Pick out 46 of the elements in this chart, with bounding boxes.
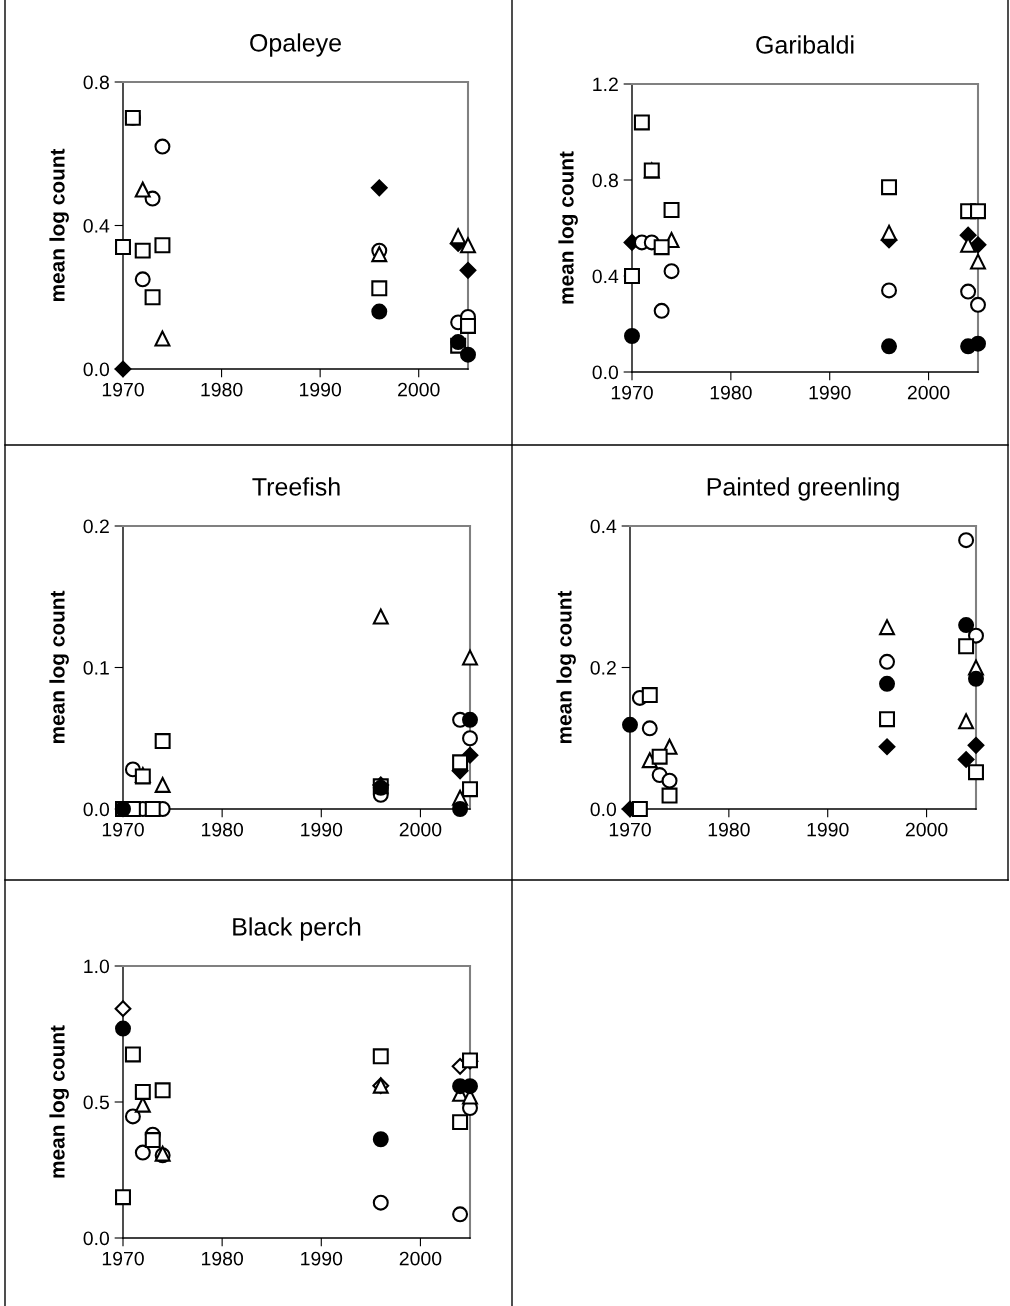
- y-axis-title: mean log count: [49, 590, 69, 744]
- y-tick-label: 0.2: [83, 519, 109, 534]
- y-tick-label: 0.0: [83, 362, 110, 377]
- x-tick-label: 1980: [201, 382, 243, 397]
- chart-title: Painted greenling: [707, 477, 899, 501]
- x-tick-label: 1970: [102, 1251, 144, 1266]
- y-axis-title: mean log count: [556, 590, 576, 744]
- x-tick-label: 1990: [300, 382, 342, 397]
- x-tick-label: 1970: [102, 382, 144, 397]
- x-tick-label: 2000: [398, 382, 440, 397]
- y-tick-label: 0.8: [83, 75, 109, 90]
- y-tick-label: 0.0: [590, 802, 617, 817]
- y-tick-label: 0.0: [83, 1231, 110, 1246]
- y-tick-label: 1.0: [84, 959, 110, 974]
- y-tick-label: 0.4: [592, 269, 619, 284]
- y-tick-label: 1.2: [593, 77, 618, 92]
- y-tick-label: 0.1: [83, 660, 109, 675]
- x-tick-label: 2000: [399, 1251, 442, 1266]
- x-tick-label: 1980: [202, 1251, 244, 1266]
- x-tick-label: 1980: [710, 385, 752, 400]
- x-tick-label: 1990: [301, 1251, 343, 1266]
- x-tick-label: 1980: [202, 822, 244, 837]
- y-tick-label: 0.8: [592, 173, 618, 188]
- x-tick-label: 1990: [301, 822, 343, 837]
- y-axis-title: mean log count: [49, 1025, 69, 1178]
- chart-title: Opaleye: [250, 33, 341, 57]
- x-tick-label: 2000: [907, 385, 950, 400]
- y-tick-label: 0.2: [590, 660, 616, 675]
- x-tick-label: 1970: [102, 822, 144, 837]
- y-tick-label: 0.4: [590, 519, 617, 534]
- chart-title: Garibaldi: [756, 35, 854, 54]
- y-axis-title: mean log count: [49, 148, 69, 302]
- y-tick-label: 0.5: [83, 1095, 109, 1110]
- x-tick-label: 1980: [708, 822, 750, 837]
- x-tick-label: 1990: [807, 822, 849, 837]
- x-tick-label: 1970: [609, 822, 651, 837]
- x-tick-label: 1990: [809, 385, 851, 400]
- y-tick-label: 0.0: [83, 802, 110, 817]
- x-tick-label: 2000: [399, 822, 442, 837]
- x-tick-label: 2000: [905, 822, 948, 837]
- y-tick-label: 0.0: [592, 365, 619, 380]
- x-tick-label: 1970: [611, 385, 653, 400]
- y-tick-label: 0.4: [83, 218, 110, 233]
- chart-title: Treefish: [252, 477, 340, 496]
- chart-title: Black perch: [233, 917, 361, 941]
- y-axis-title: mean log count: [558, 151, 578, 304]
